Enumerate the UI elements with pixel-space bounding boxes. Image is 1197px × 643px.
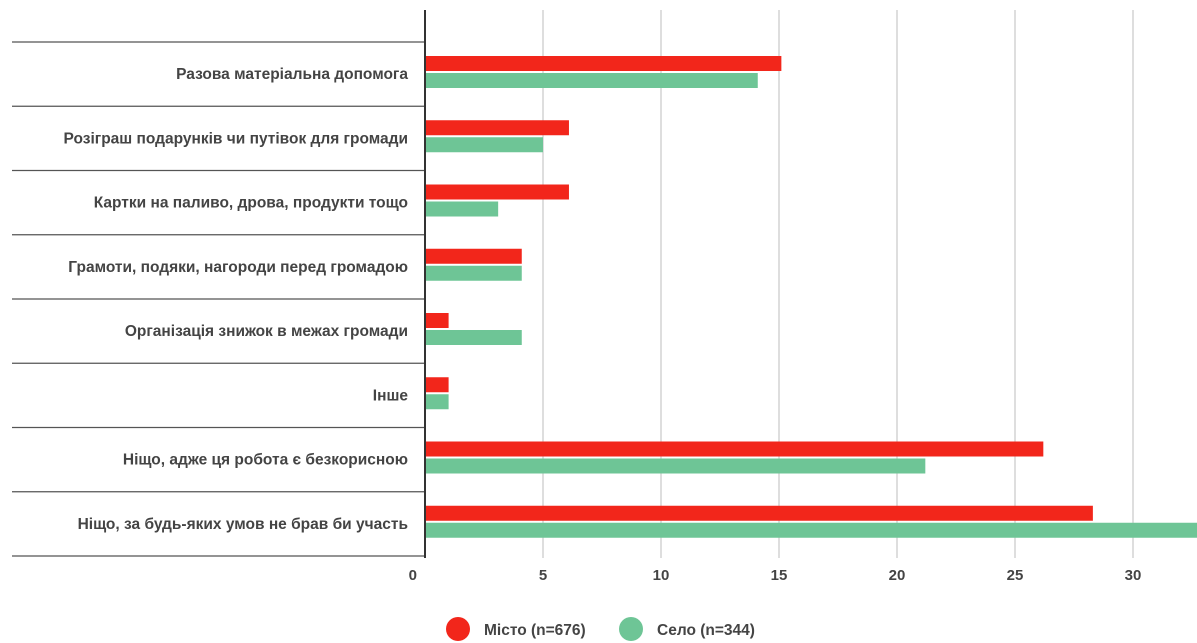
x-tick-label: 30 (1125, 567, 1142, 584)
bar-selo (425, 201, 499, 217)
legend-label: Місто (n=676) (484, 622, 586, 639)
x-axis-ticks: 0 5 10 15 20 25 30 (409, 567, 1142, 584)
bar-misto (425, 184, 569, 200)
x-tick-label: 0 (409, 567, 417, 584)
category-label: Ніщо, адже ця робота є безкорисною (123, 452, 408, 469)
legend: Місто (n=676) Село (n=344) (446, 617, 755, 641)
bar-selo (425, 458, 926, 474)
x-tick-label: 25 (1007, 567, 1024, 584)
bar-selo (425, 265, 522, 281)
bar-misto (425, 377, 449, 393)
bar-selo (425, 522, 1197, 538)
category-label: Розіграш подарунків чи путівок для грома… (64, 130, 408, 147)
category-label: Ніщо, за будь-яких умов не брав би участ… (78, 516, 408, 533)
bar-selo (425, 394, 449, 410)
x-tick-label: 20 (889, 567, 906, 584)
category-label: Інше (373, 387, 409, 404)
x-tick-label: 5 (539, 567, 547, 584)
category-label: Грамоти, подяки, нагороди перед громадою (68, 259, 408, 276)
x-tick-label: 10 (653, 567, 670, 584)
category-labels: Разова матеріальна допомога Розіграш пода… (64, 66, 409, 533)
bar-misto (425, 56, 782, 71)
bar-misto (425, 441, 1044, 457)
bar-misto (425, 248, 522, 264)
bar-misto (425, 505, 1093, 521)
bars (425, 56, 1197, 538)
category-separators (12, 41, 425, 557)
category-label: Організація знижок в межах громади (125, 323, 408, 340)
legend-marker (446, 617, 470, 641)
bar-selo (425, 330, 522, 345)
bar-misto (425, 313, 449, 328)
bar-selo (425, 73, 758, 88)
legend-label: Село (n=344) (657, 622, 755, 639)
category-label: Разова матеріальна допомога (176, 66, 408, 83)
category-label: Картки на паливо, дрова, продукти тощо (94, 195, 408, 212)
legend-marker (619, 617, 643, 641)
bar-misto (425, 120, 569, 136)
bar-selo (425, 137, 543, 153)
grid-lines (542, 10, 1134, 558)
x-tick-label: 15 (771, 567, 788, 584)
